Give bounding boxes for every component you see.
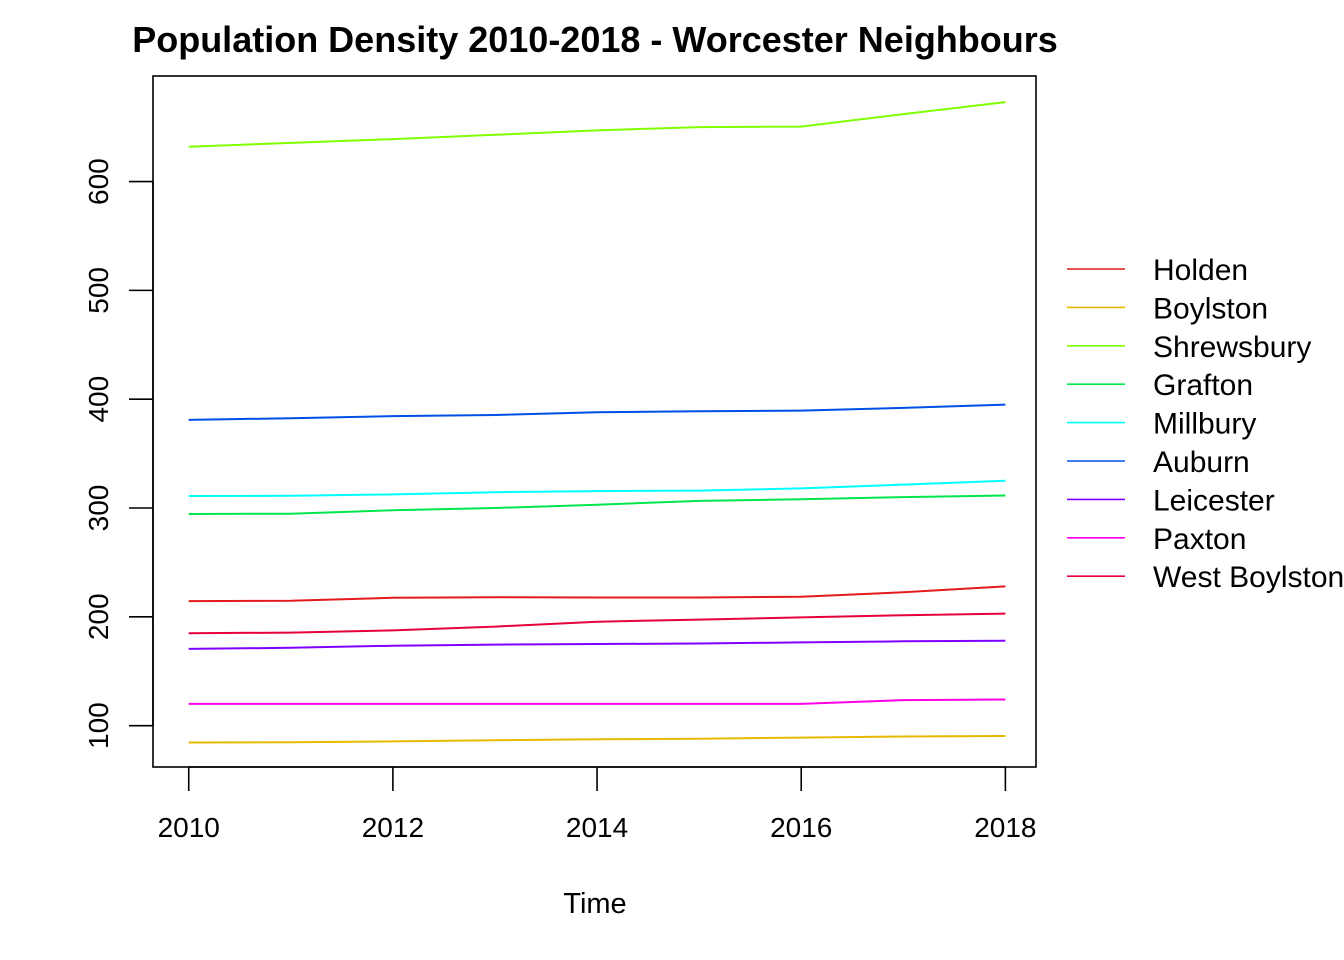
legend-label-6: Leicester — [1153, 484, 1275, 517]
legend: Holden Boylston Shrewsbury Grafton Millbury A… — [1067, 254, 1344, 594]
legend-label-8: West Boylston — [1153, 561, 1344, 594]
y-tick-label-4: 500 — [83, 267, 114, 314]
legend-label-5: Auburn — [1153, 446, 1250, 479]
legend-label-7: Paxton — [1153, 523, 1246, 556]
series-line-7 — [188, 698, 1006, 705]
legend-label-0: Holden — [1153, 254, 1248, 287]
y-axis: 100 200 300 400 500 600 — [83, 158, 154, 749]
chart-title: Population Density 2010-2018 - Worcester… — [132, 19, 1058, 60]
y-tick-label-1: 200 — [83, 593, 114, 640]
legend-label-2: Shrewsbury — [1153, 331, 1311, 364]
x-axis: 2010 2012 2014 2016 2018 — [158, 766, 1037, 843]
y-tick-label-5: 600 — [83, 158, 114, 205]
series-line-8 — [188, 612, 1006, 635]
series-line-6 — [188, 639, 1006, 650]
x-tick-label-2: 2014 — [566, 812, 628, 843]
series-line-4 — [188, 479, 1006, 497]
y-tick-label-0: 100 — [83, 702, 114, 749]
legend-label-1: Boylston — [1153, 292, 1268, 325]
x-axis-label: Time — [563, 888, 626, 920]
plot-frame — [152, 75, 1037, 768]
x-tick-label-3: 2016 — [770, 812, 832, 843]
x-tick-label-0: 2010 — [158, 812, 220, 843]
series-line-5 — [188, 403, 1006, 421]
x-tick-label-1: 2012 — [362, 812, 424, 843]
y-tick-label-2: 300 — [83, 485, 114, 532]
series-line-1 — [188, 735, 1006, 744]
series-line-3 — [188, 494, 1006, 515]
legend-label-4: Millbury — [1153, 408, 1256, 441]
series-line-0 — [188, 585, 1006, 603]
x-tick-label-4: 2018 — [974, 812, 1036, 843]
y-tick-label-3: 400 — [83, 376, 114, 423]
series-layer — [188, 101, 1006, 744]
legend-label-3: Grafton — [1153, 369, 1253, 402]
series-line-2 — [188, 101, 1006, 148]
